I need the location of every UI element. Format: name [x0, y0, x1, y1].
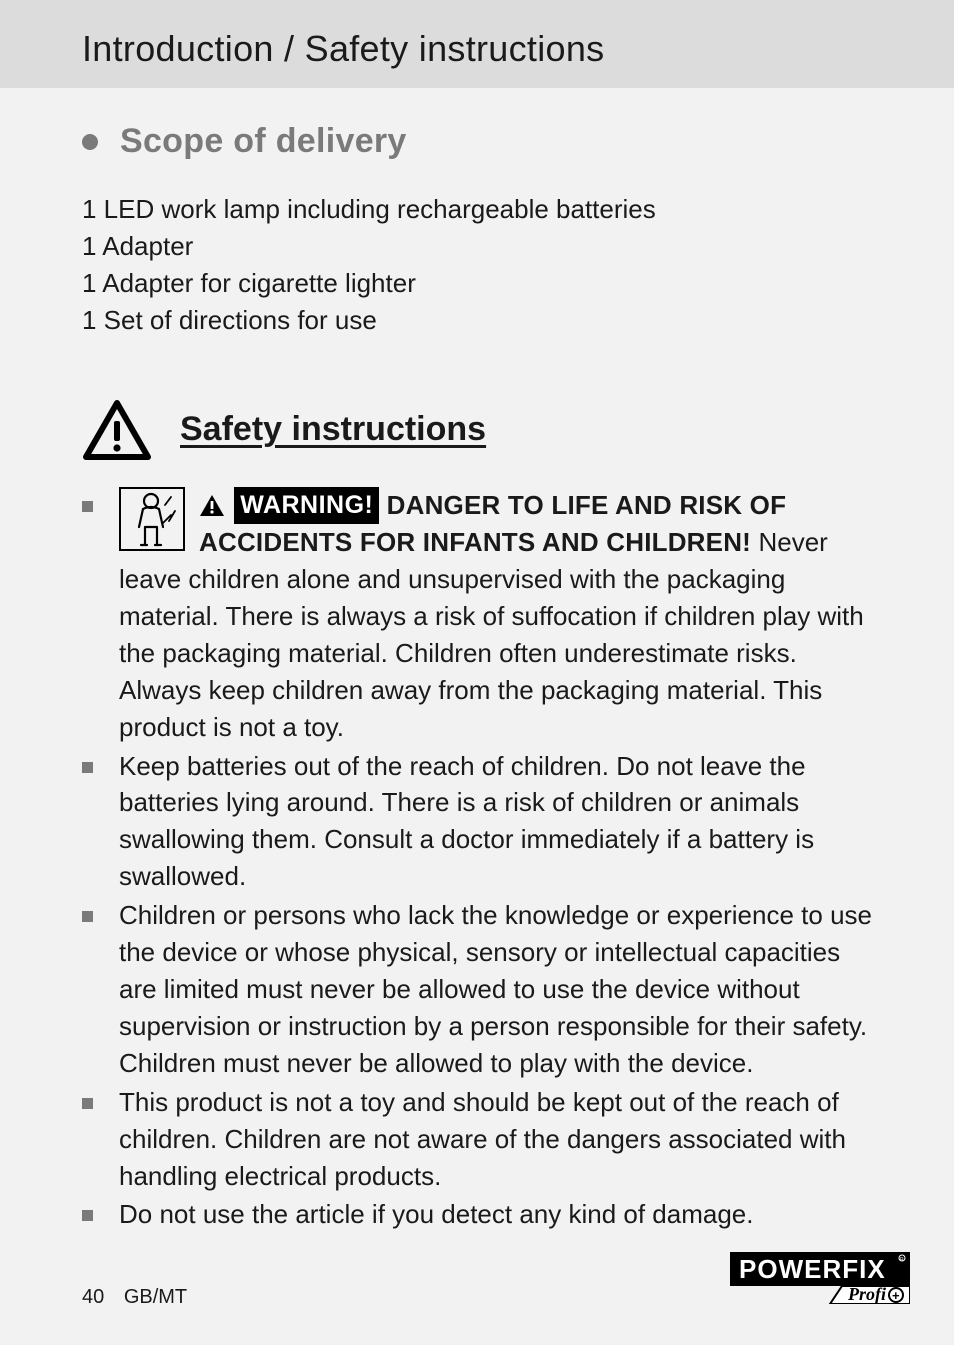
page-locale: GB/MT [124, 1286, 187, 1308]
scope-heading: Scope of delivery [120, 122, 407, 161]
brand-text: POWERFIX [739, 1254, 886, 1284]
safety-item-text: This product is not a toy and should be … [119, 1084, 872, 1195]
square-bullet-icon [82, 911, 93, 922]
safety-item-lead: WARNING! DANGER TO LIFE AND RISK OF ACCI… [82, 487, 872, 746]
content: Scope of delivery 1 LED work lamp includ… [0, 88, 954, 1233]
square-bullet-icon [82, 501, 93, 512]
warning-small-icon [199, 494, 225, 517]
scope-heading-row: Scope of delivery [82, 122, 872, 161]
square-bullet-icon [82, 1098, 93, 1109]
safety-item: Do not use the article if you detect any… [82, 1196, 872, 1233]
header-band: Introduction / Safety instructions [0, 0, 954, 88]
warning-triangle-icon [82, 399, 152, 461]
safety-item: Keep batteries out of the reach of child… [82, 748, 872, 896]
safety-item: This product is not a toy and should be … [82, 1084, 872, 1195]
page-title: Introduction / Safety instructions [82, 28, 954, 70]
powerfix-logo-icon: POWERFIX R Profi + [730, 1252, 910, 1304]
bullet-circle-icon [82, 134, 98, 150]
safety-lead-rest: Never leave children alone and unsupervi… [119, 527, 864, 742]
safety-list: WARNING! DANGER TO LIFE AND RISK OF ACCI… [82, 487, 872, 1234]
child-hazard-icon [119, 487, 185, 551]
brand-logo: POWERFIX R Profi + [730, 1252, 910, 1309]
scope-item: 1 Set of directions for use [82, 302, 872, 339]
safety-item-text: Keep batteries out of the reach of child… [119, 748, 872, 896]
safety-heading: Safety instructions [180, 410, 486, 449]
footer: 40 GB/MT POWERFIX R Profi + [82, 1252, 910, 1309]
brand-sub-text: Profi [847, 1284, 886, 1304]
brand-plus: + [892, 1288, 900, 1303]
scope-item: 1 Adapter [82, 228, 872, 265]
page-number: 40 GB/MT [82, 1286, 187, 1309]
scope-item: 1 Adapter for cigarette lighter [82, 265, 872, 302]
scope-item: 1 LED work lamp including rechargeable b… [82, 191, 872, 228]
svg-text:R: R [900, 1257, 904, 1263]
safety-item-text: Do not use the article if you detect any… [119, 1196, 872, 1233]
safety-item: Children or persons who lack the knowled… [82, 897, 872, 1082]
warning-label: WARNING! [234, 487, 379, 525]
safety-heading-row: Safety instructions [82, 399, 872, 461]
scope-list: 1 LED work lamp including rechargeable b… [82, 191, 872, 339]
safety-item-text: WARNING! DANGER TO LIFE AND RISK OF ACCI… [119, 487, 872, 746]
square-bullet-icon [82, 762, 93, 773]
safety-item-text: Children or persons who lack the knowled… [119, 897, 872, 1082]
page-number-value: 40 [82, 1286, 104, 1308]
square-bullet-icon [82, 1210, 93, 1221]
